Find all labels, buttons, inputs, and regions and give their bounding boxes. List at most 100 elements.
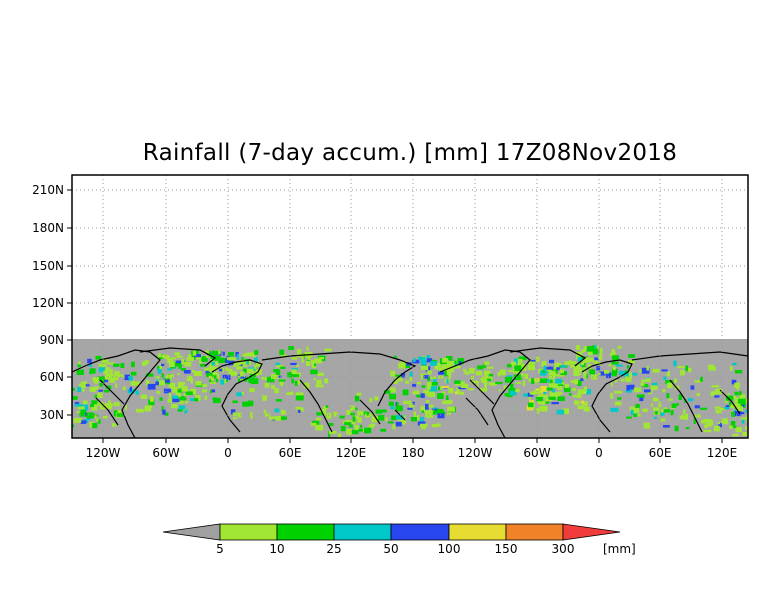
rain-cell [639,395,644,402]
rain-cell [409,403,415,410]
rain-cell [569,393,572,396]
rain-cell [678,394,683,400]
rain-cell [583,373,587,380]
rain-cell [591,374,598,380]
rain-cell [663,376,667,381]
rain-cell [105,385,112,389]
rain-cell [504,376,513,383]
rain-cell [732,362,737,366]
rain-cell [739,394,746,401]
rain-cell [90,404,94,408]
rain-cell [275,365,284,368]
rainfall-field [72,339,755,438]
rain-cell [213,398,221,403]
rain-cell [573,368,578,374]
rain-cell [487,376,493,380]
rain-cell [419,423,428,427]
rain-cell [564,361,571,365]
rain-cell [102,415,108,419]
rain-cell [88,364,93,367]
rain-cell [642,383,649,388]
rain-cell [464,371,470,375]
rain-cell [409,376,413,382]
rain-cell [527,364,536,371]
rain-cell [570,361,577,365]
rain-cell [431,423,439,428]
rain-cell [104,373,112,379]
rain-cell [452,366,459,369]
lon-tick-label: 60E [279,446,302,460]
rain-cell [158,353,162,357]
rain-cell [417,421,426,426]
longitude-ticks: 120W 60W 0 60E 120E 180 120W 60W 0 60E 120E [86,438,737,460]
rain-cell [211,350,220,356]
rain-cell [477,365,484,370]
rain-cell [316,379,322,384]
coastline [581,359,633,433]
rain-cell [725,395,734,401]
rain-cell [77,406,85,410]
rain-cell [246,376,253,381]
rain-cell [529,391,535,395]
rain-cell [291,378,294,384]
rain-cell [480,377,488,381]
rain-cell [91,400,98,405]
rain-cell [178,364,182,369]
rain-cell [241,391,244,395]
rain-cell [535,356,540,362]
rain-cell [508,369,513,373]
rain-cell [389,393,396,400]
rain-cell [645,378,651,383]
rain-cell [82,388,85,392]
rain-cell [653,416,657,419]
rain-cell [482,375,489,379]
rain-cell [620,378,625,382]
rain-cell [181,358,185,365]
rain-cell [455,365,461,369]
rain-cell [310,422,317,426]
rain-cell [633,407,640,414]
rain-cell [580,378,584,381]
rain-cell [89,421,95,428]
rain-cell [368,424,374,429]
rain-cell [617,397,622,400]
rain-cell [522,380,526,387]
rain-cell [101,359,109,363]
rain-cell [254,364,257,369]
rain-cell [570,380,577,383]
rain-cell [369,423,376,427]
map-title: Rainfall (7-day accum.) [mm] 17Z08Nov201… [142,140,678,166]
rain-cell [431,382,438,386]
rain-cell [641,367,650,374]
rain-cell [701,420,708,424]
rain-cell [148,399,155,406]
rain-cell [174,361,182,367]
rain-cell [233,362,241,366]
rain-cell [211,375,217,379]
rain-cell [205,370,210,375]
rain-cell [249,388,255,393]
rain-cell [131,361,135,368]
rain-cell [548,382,552,389]
rain-cell [107,362,115,365]
rain-cell [184,400,188,404]
colorbar-segment [448,523,507,541]
rain-cell [310,369,318,375]
rain-cell [135,390,139,395]
rain-cell [156,390,161,394]
rain-cell [504,393,508,397]
rain-cell [228,352,234,357]
colorbar-low-triangle [162,523,221,541]
rain-cell [611,361,619,365]
rain-cell [498,389,501,392]
rain-cell [228,357,237,361]
lon-tick-label: 120W [458,446,493,460]
rain-cell [190,398,195,401]
rain-cell [418,356,426,361]
rain-cell [207,351,211,356]
rain-cell [333,411,338,417]
rain-cell [348,424,353,428]
rain-cell [213,372,218,376]
rain-cell [749,427,755,431]
rain-cell [208,373,214,379]
